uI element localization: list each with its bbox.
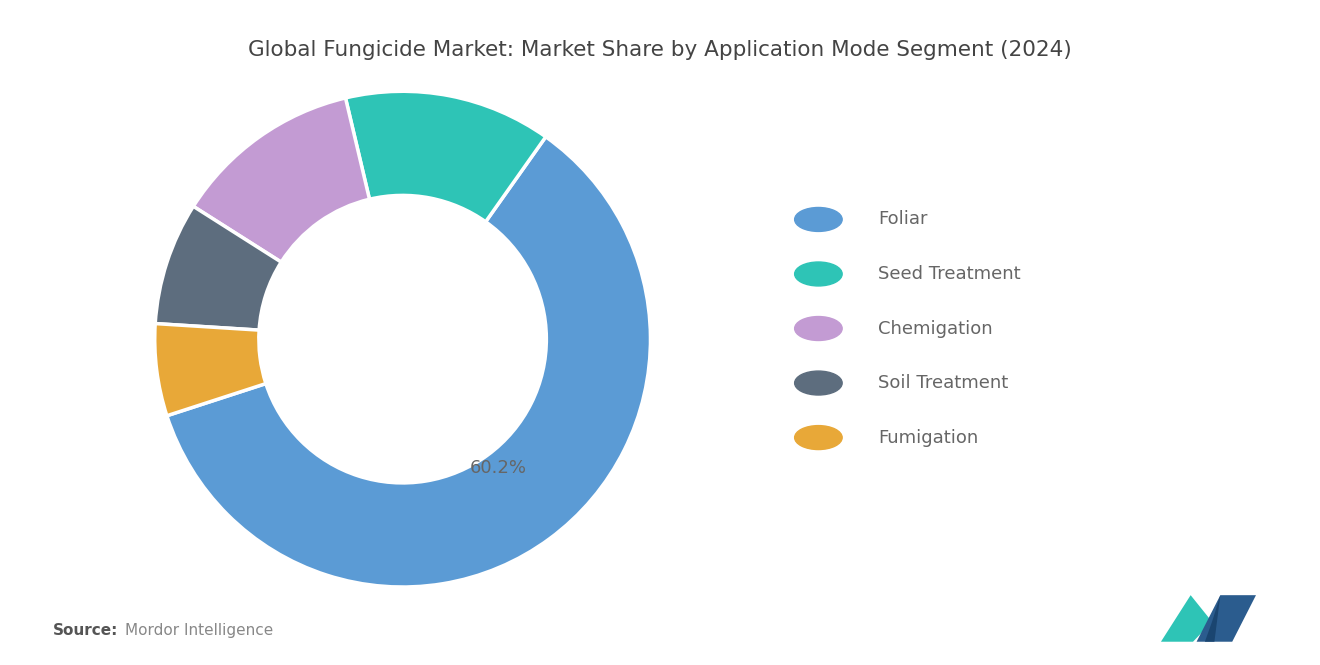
Text: Foliar: Foliar bbox=[878, 210, 927, 229]
Wedge shape bbox=[346, 91, 545, 222]
Text: Mordor Intelligence: Mordor Intelligence bbox=[125, 623, 273, 638]
Text: 60.2%: 60.2% bbox=[470, 460, 527, 477]
Wedge shape bbox=[193, 98, 370, 262]
Text: Source:: Source: bbox=[53, 623, 119, 638]
Text: Soil Treatment: Soil Treatment bbox=[878, 374, 1008, 392]
Polygon shape bbox=[1205, 595, 1220, 642]
Wedge shape bbox=[154, 324, 265, 416]
Text: Global Fungicide Market: Market Share by Application Mode Segment (2024): Global Fungicide Market: Market Share by… bbox=[248, 40, 1072, 60]
Polygon shape bbox=[1196, 595, 1257, 642]
Text: Chemigation: Chemigation bbox=[878, 319, 993, 338]
Wedge shape bbox=[156, 206, 281, 330]
Text: Fumigation: Fumigation bbox=[878, 428, 978, 447]
Text: Seed Treatment: Seed Treatment bbox=[878, 265, 1020, 283]
Polygon shape bbox=[1162, 595, 1212, 642]
Wedge shape bbox=[166, 137, 651, 587]
